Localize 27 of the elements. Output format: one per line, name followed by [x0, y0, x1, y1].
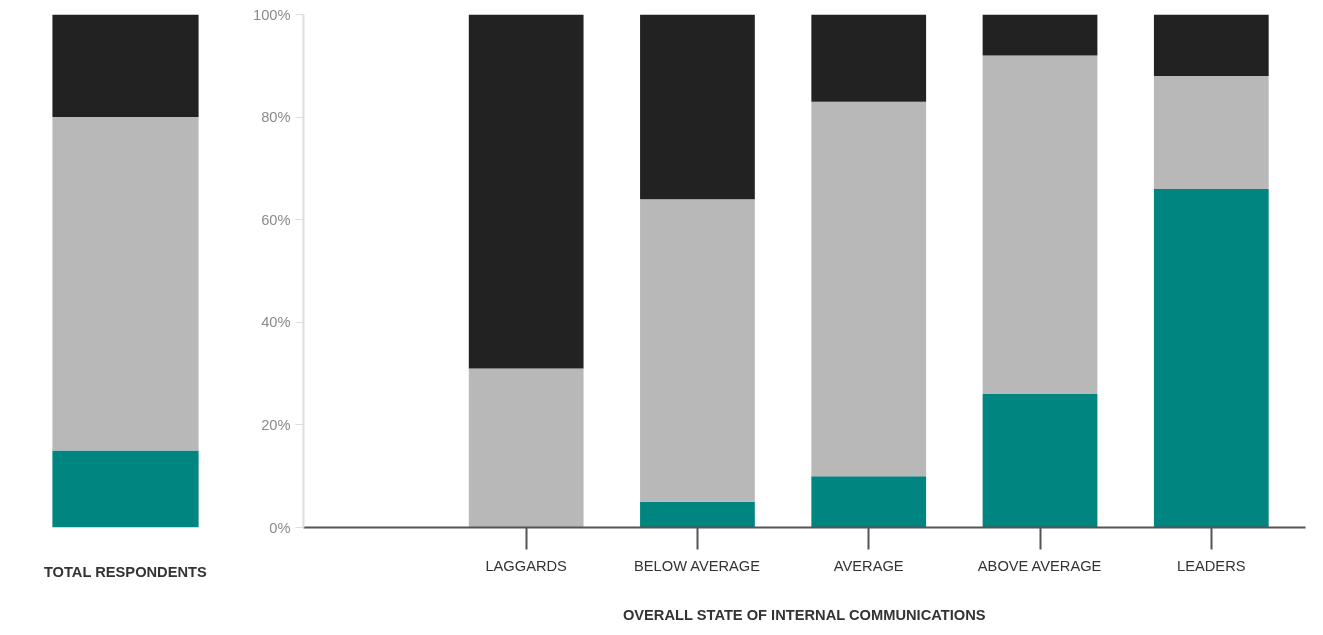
y-tick-label: 20%: [261, 416, 291, 433]
bar: [1153, 188, 1269, 528]
x-tick-label: ABOVE AVERAGE: [977, 557, 1102, 574]
y-tick-label: 40%: [261, 314, 291, 331]
bar: [640, 199, 755, 502]
bar: [982, 394, 1098, 528]
y-tick-label: 80%: [261, 109, 291, 126]
bar: [640, 501, 755, 528]
bar: [468, 14, 584, 369]
x-tick-label: LAGGARDS: [485, 557, 568, 574]
bar: [982, 14, 1098, 56]
bar: [640, 14, 755, 200]
x-axis-title: OVERALL STATE OF INTERNAL COMMUNICATIONS: [622, 606, 986, 623]
bar: [468, 368, 584, 528]
y-tick-label: 60%: [261, 211, 291, 228]
bar: [982, 55, 1098, 395]
y-tick-label: 100%: [253, 6, 291, 23]
bar: [811, 476, 927, 528]
bar: [811, 14, 927, 102]
x-tick-label: AVERAGE: [833, 557, 904, 574]
bar: [1153, 76, 1269, 189]
bar: [811, 101, 927, 477]
bar: [1153, 14, 1269, 77]
y-tick-label: 0%: [269, 519, 291, 536]
x-tick-label: TOTAL RESPONDENTS: [43, 563, 208, 580]
x-tick-label: BELOW AVERAGE: [634, 557, 761, 574]
x-tick-label: LEADERS: [1177, 557, 1246, 574]
